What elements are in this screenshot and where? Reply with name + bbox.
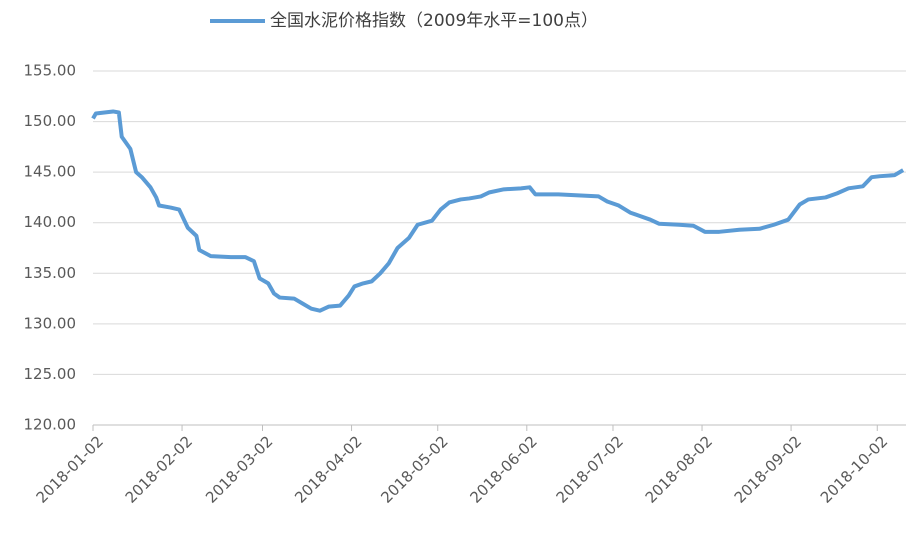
x-tick-label: 2018-02-02 xyxy=(122,432,196,506)
x-tick-label: 2018-08-02 xyxy=(642,432,716,506)
x-tick-label: 2018-09-02 xyxy=(731,432,805,506)
x-tick-label: 2018-01-02 xyxy=(33,432,107,506)
y-tick-label: 120.00 xyxy=(24,416,77,434)
legend-label: 全国水泥价格指数（2009年水平=100点） xyxy=(270,11,598,31)
x-tick-label: 2018-10-02 xyxy=(817,432,891,506)
x-tick-label: 2018-07-02 xyxy=(553,432,627,506)
y-tick-label: 135.00 xyxy=(24,264,77,282)
y-tick-label: 140.00 xyxy=(24,213,77,231)
y-tick-label: 155.00 xyxy=(24,62,77,80)
x-tick-label: 2018-05-02 xyxy=(377,432,451,506)
x-tick-label: 2018-06-02 xyxy=(466,432,540,506)
y-tick-label: 130.00 xyxy=(24,314,77,332)
y-tick-label: 145.00 xyxy=(24,163,77,181)
x-tick-label: 2018-04-02 xyxy=(291,432,365,506)
y-tick-label: 125.00 xyxy=(24,365,77,383)
data-line xyxy=(91,109,905,313)
y-tick-label: 150.00 xyxy=(24,112,77,130)
x-tick-label: 2018-03-02 xyxy=(202,432,276,506)
